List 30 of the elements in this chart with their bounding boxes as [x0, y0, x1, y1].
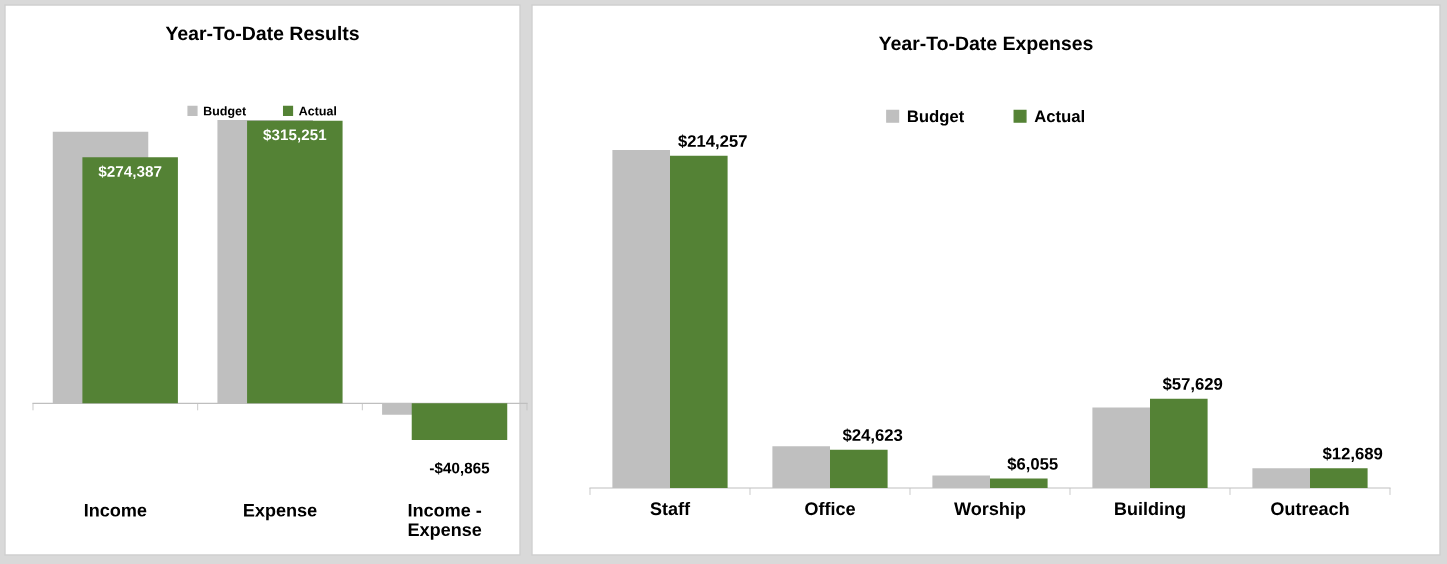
bar — [411, 403, 508, 440]
x-tick-label: Office — [805, 501, 855, 516]
legend-label: Actual — [298, 106, 336, 116]
data-label: $12,689 — [1322, 446, 1383, 462]
data-label: $214,257 — [678, 134, 747, 150]
legend-label: Budget — [203, 106, 247, 118]
bar — [830, 449, 888, 488]
data-label: $274,387 — [98, 165, 162, 180]
data-label: $24,623 — [842, 428, 903, 444]
bar — [247, 120, 343, 404]
legend-label: Actual — [1034, 110, 1084, 123]
bar — [1150, 398, 1208, 488]
bar — [82, 157, 178, 404]
x-tick-label: Expense — [244, 504, 317, 521]
x-tick-label: Income - Expense — [408, 504, 482, 540]
data-label: $57,629 — [1162, 377, 1223, 393]
chart-title: Year-To-Date Expenses — [878, 36, 1093, 55]
x-tick-label: Outreach — [1271, 501, 1349, 516]
x-tick-label: Income — [84, 504, 147, 517]
data-label: -$40,865 — [429, 461, 490, 476]
bar — [1310, 468, 1368, 488]
x-tick-label: Staff — [650, 501, 691, 516]
data-label: $6,055 — [1007, 457, 1058, 473]
bar — [670, 155, 728, 488]
legend-label: Budget — [907, 110, 965, 126]
bar — [990, 478, 1048, 488]
chart-title: Year-To-Date Results — [165, 25, 359, 41]
x-tick-label: Worship — [954, 501, 1026, 519]
data-label: $315,251 — [263, 128, 327, 143]
x-tick-label: Building — [1115, 501, 1185, 519]
